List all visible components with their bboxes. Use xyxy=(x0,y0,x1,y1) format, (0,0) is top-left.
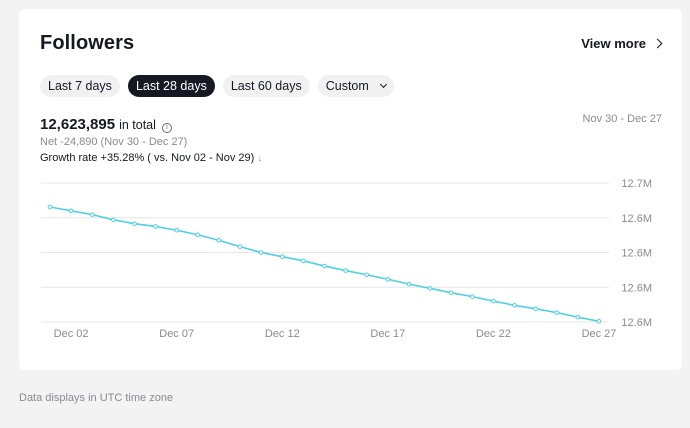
x-tick-label: Dec 07 xyxy=(159,328,194,340)
data-point xyxy=(533,306,538,312)
data-point xyxy=(343,268,348,273)
growth-rate: Growth rate +35.28% ( vs. Nov 02 - Nov 2… xyxy=(40,152,262,164)
data-point xyxy=(448,290,454,296)
data-point xyxy=(406,281,412,287)
x-tick-label: Dec 22 xyxy=(476,328,511,340)
view-more-link[interactable]: View more xyxy=(581,36,663,51)
data-point xyxy=(216,238,222,243)
data-point xyxy=(279,254,285,259)
y-tick-label: 12.7M xyxy=(621,178,652,190)
timezone-note: Data displays in UTC time zone xyxy=(19,392,174,404)
view-more-label: View more xyxy=(581,36,646,51)
chip-label: Last 28 days xyxy=(135,79,207,93)
y-tick-label: 12.6M xyxy=(621,248,652,260)
info-icon[interactable]: i xyxy=(161,123,172,133)
chip-last-7-days[interactable]: Last 7 days xyxy=(40,75,120,97)
data-point xyxy=(195,232,201,238)
data-point xyxy=(427,285,433,291)
followers-line-chart: 12.7M 12.6M 12.6M 12.6M 12.6M Dec 02 Dec 07 Dec… xyxy=(41,178,652,340)
data-point xyxy=(174,227,179,233)
chip-label: Last 60 days xyxy=(230,79,302,93)
followers-card: Followers View more Last 7 days Last 28 … xyxy=(19,9,682,370)
total-followers: 12,623,895 in total i xyxy=(40,116,172,133)
data-point xyxy=(68,208,74,214)
arrow-down-icon: ↓ xyxy=(257,152,263,164)
chip-custom-dropdown[interactable]: Custom xyxy=(317,75,394,97)
total-label: in total xyxy=(119,118,156,132)
data-point xyxy=(111,217,116,223)
x-tick-label: Dec 27 xyxy=(582,328,617,340)
x-tick-label: Dec 17 xyxy=(370,328,405,340)
net-change: Net -24,890 (Nov 30 - Dec 27) xyxy=(40,136,188,148)
y-tick-label: 12.6M xyxy=(621,317,652,329)
data-point xyxy=(258,250,264,255)
data-point xyxy=(237,244,243,249)
data-point xyxy=(89,212,95,217)
chip-last-28-days[interactable]: Last 28 days xyxy=(127,75,215,97)
data-point xyxy=(596,319,602,324)
chip-last-60-days[interactable]: Last 60 days xyxy=(222,75,310,97)
data-point xyxy=(47,204,53,210)
data-point xyxy=(470,294,475,299)
data-point xyxy=(364,272,370,278)
data-point xyxy=(575,314,581,320)
date-range-label: Nov 30 - Dec 27 xyxy=(582,113,662,125)
data-point xyxy=(132,221,137,226)
data-point xyxy=(385,276,391,282)
y-tick-label: 12.6M xyxy=(621,213,652,225)
data-point xyxy=(512,303,517,308)
chip-label: Last 7 days xyxy=(48,79,112,93)
data-point xyxy=(491,298,496,304)
data-point xyxy=(322,263,327,269)
data-point xyxy=(301,258,306,264)
x-tick-label: Dec 12 xyxy=(265,328,300,340)
x-tick-label: Dec 02 xyxy=(54,328,89,340)
chip-label: Custom xyxy=(325,79,369,93)
total-value: 12,623,895 xyxy=(40,116,116,133)
card-title: Followers xyxy=(40,32,135,54)
y-tick-label: 12.6M xyxy=(621,282,652,294)
date-range-chips: Last 7 days Last 28 days Last 60 days Cu… xyxy=(40,75,394,97)
data-point xyxy=(554,310,560,315)
growth-rate-text: Growth rate +35.28% ( vs. Nov 02 - Nov 2… xyxy=(40,152,255,164)
data-point xyxy=(153,224,158,229)
